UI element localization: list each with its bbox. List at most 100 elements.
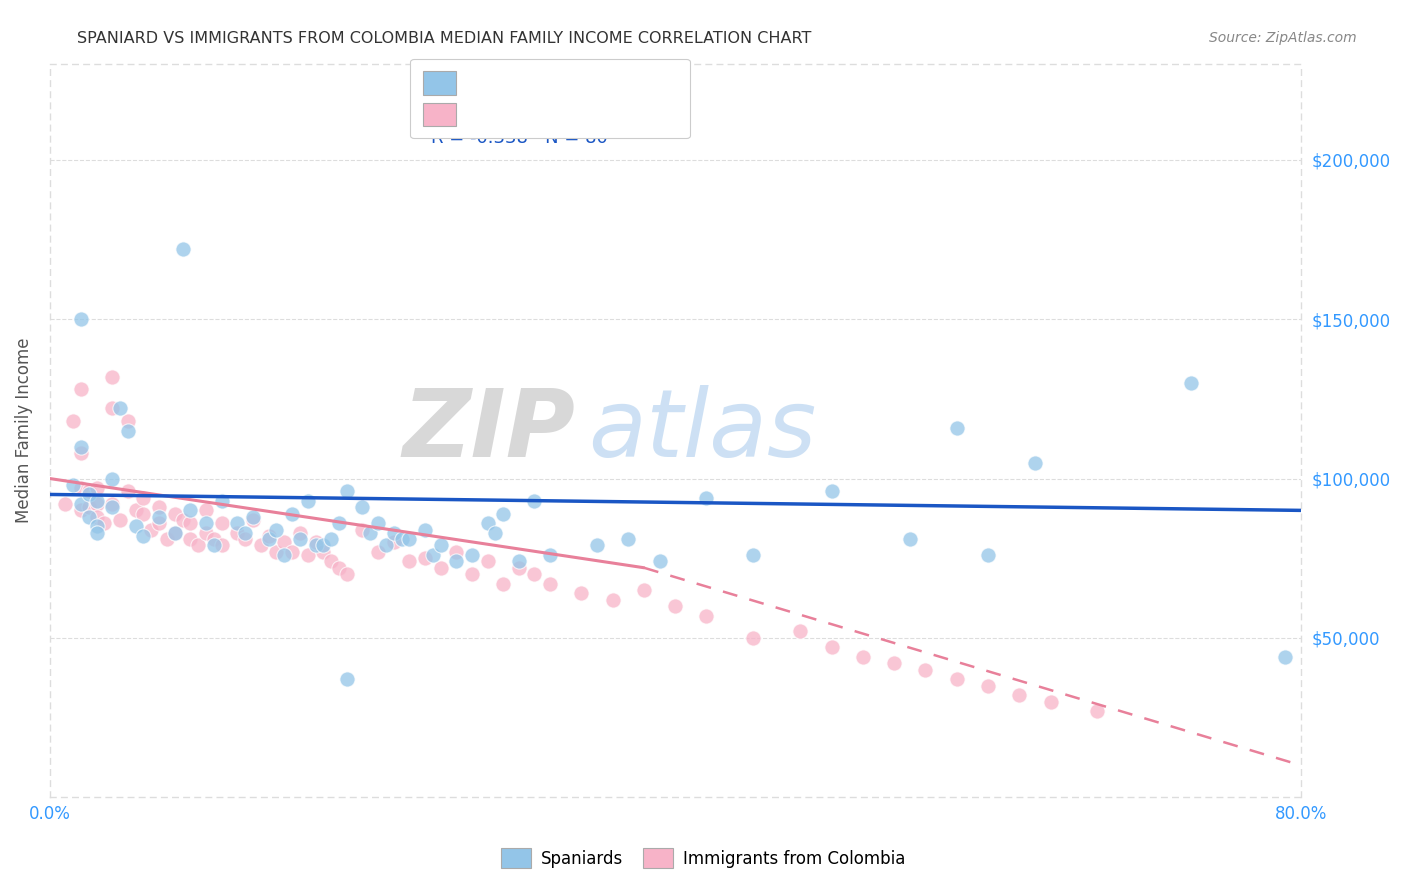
Point (266, 523, 288, 537)
Point (70, 481, 93, 495)
Point (602, 592, 624, 607)
Point (789, 624, 811, 639)
Point (883, 657, 905, 671)
Point (1024, 456, 1046, 470)
Point (391, 532, 413, 546)
Text: SPANIARD VS IMMIGRANTS FROM COLOMBIA MEDIAN FAMILY INCOME CORRELATION CHART: SPANIARD VS IMMIGRANTS FROM COLOMBIA MED… (77, 31, 811, 46)
Point (93, 516, 115, 530)
Point (86, 525, 108, 540)
Point (202, 532, 225, 546)
Point (297, 493, 319, 508)
Point (288, 532, 311, 546)
Text: R = -0.338   N = 80: R = -0.338 N = 80 (432, 128, 607, 146)
Point (86, 481, 108, 495)
Point (538, 576, 561, 591)
Point (508, 554, 530, 568)
Point (77, 484, 100, 499)
Point (108, 513, 131, 527)
Point (86, 497, 108, 511)
Point (226, 516, 249, 530)
Point (195, 516, 218, 530)
Point (429, 560, 451, 574)
Point (132, 507, 155, 521)
Point (101, 471, 124, 485)
Point (117, 484, 139, 499)
Point (446, 545, 468, 559)
Point (132, 529, 155, 543)
Point (1087, 704, 1109, 718)
Point (70, 440, 93, 454)
Point (148, 500, 170, 515)
Point (77, 509, 100, 524)
Point (492, 576, 515, 591)
Point (617, 532, 640, 546)
Point (304, 535, 326, 549)
Point (477, 554, 499, 568)
Point (1180, 376, 1202, 390)
Point (633, 582, 655, 597)
Point (163, 525, 186, 540)
Point (352, 523, 374, 537)
Point (257, 532, 280, 546)
Point (163, 525, 186, 540)
Point (132, 491, 155, 505)
Point (117, 424, 139, 438)
Point (523, 567, 546, 582)
Point (398, 554, 420, 568)
Point (266, 545, 288, 559)
Point (70, 312, 93, 326)
Point (86, 519, 108, 533)
Point (179, 532, 201, 546)
Point (413, 523, 436, 537)
Point (461, 548, 484, 562)
Point (62, 478, 84, 492)
Text: Source: ZipAtlas.com: Source: ZipAtlas.com (1209, 31, 1357, 45)
Point (492, 507, 515, 521)
Point (249, 538, 271, 552)
Point (945, 672, 967, 686)
Point (977, 548, 1000, 562)
Point (1039, 695, 1062, 709)
Point (413, 551, 436, 566)
Point (328, 560, 350, 574)
Point (163, 507, 186, 521)
Point (484, 525, 506, 540)
Point (101, 401, 124, 416)
Point (242, 513, 264, 527)
Point (202, 538, 225, 552)
Point (77, 487, 100, 501)
Point (141, 523, 163, 537)
Point (359, 525, 381, 540)
Point (648, 554, 671, 568)
Point (257, 529, 280, 543)
Point (695, 491, 717, 505)
Point (211, 516, 233, 530)
Point (742, 631, 765, 645)
Point (398, 532, 420, 546)
Point (945, 420, 967, 434)
Point (336, 567, 359, 582)
Point (101, 369, 124, 384)
Point (233, 532, 256, 546)
Point (233, 525, 256, 540)
Point (125, 519, 148, 533)
Point (101, 497, 124, 511)
Point (382, 535, 405, 549)
Text: ZIP: ZIP (402, 384, 575, 476)
Point (336, 484, 359, 499)
Point (297, 548, 319, 562)
Point (367, 545, 389, 559)
Legend:                                     ,                                     : , (411, 59, 690, 138)
Point (328, 516, 350, 530)
Point (187, 538, 209, 552)
Point (70, 446, 93, 460)
Point (374, 538, 396, 552)
Point (977, 679, 1000, 693)
Point (53, 497, 76, 511)
Point (179, 503, 201, 517)
Point (304, 538, 326, 552)
Point (664, 599, 686, 613)
Point (77, 500, 100, 515)
Point (86, 509, 108, 524)
Point (852, 649, 875, 664)
